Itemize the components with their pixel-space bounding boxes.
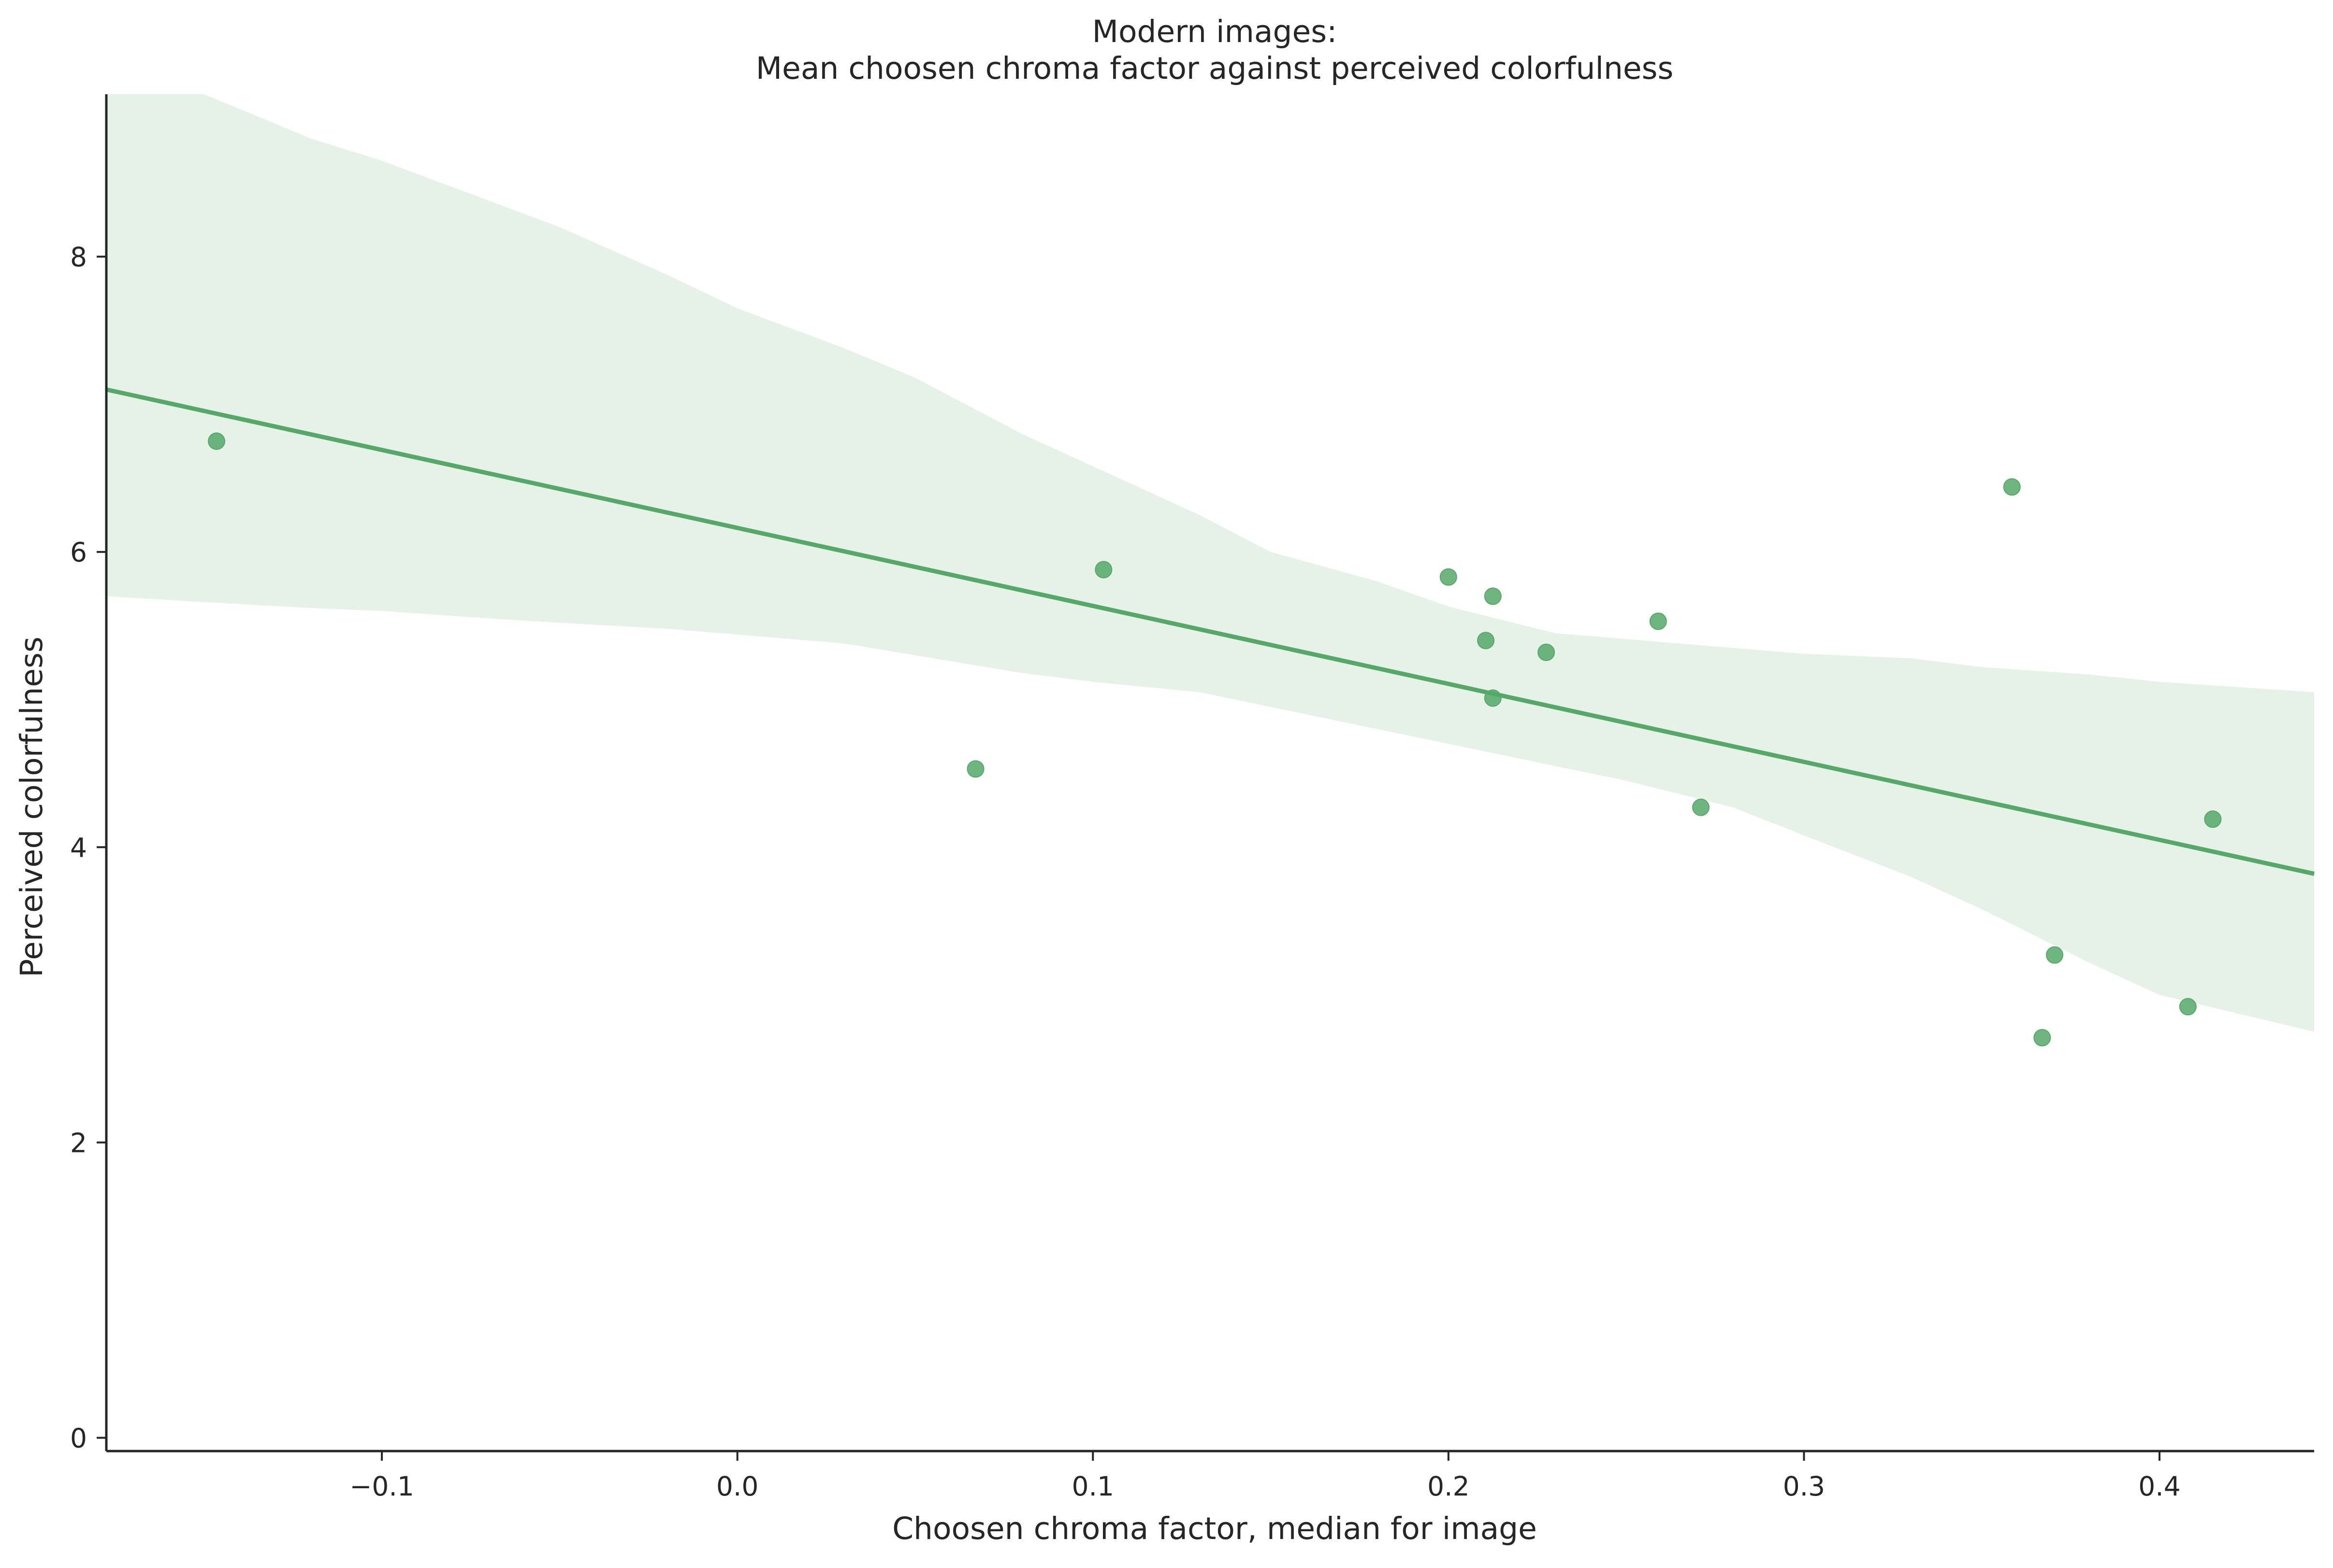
scatter-point — [2204, 810, 2222, 828]
chart-subtitle-line: Mean choosen chroma factor against perce… — [756, 51, 1674, 86]
regression-line-layer — [106, 387, 2315, 876]
regression-line — [106, 387, 2315, 876]
chart-title-line: Modern images: — [1092, 14, 1337, 49]
scatter-point — [1649, 612, 1667, 630]
scatter-point — [2179, 998, 2197, 1016]
y-tick-label: 6 — [70, 537, 87, 568]
scatter-point — [2033, 1029, 2051, 1047]
x-tick-label: 0.4 — [2138, 1471, 2180, 1502]
x-axis-label: Choosen chroma factor, median for image — [892, 1511, 1537, 1546]
x-tick-label: 0.1 — [1072, 1471, 1114, 1502]
scatter-point — [1484, 587, 1502, 605]
scatter-points-layer — [208, 432, 2222, 1047]
y-axis-label: Perceived colorfulness — [14, 636, 49, 977]
scatter-point — [1692, 798, 1710, 816]
y-tick-label: 4 — [70, 832, 87, 863]
scatter-point — [1439, 568, 1457, 586]
scatter-point — [1537, 643, 1555, 661]
scatter-point — [1477, 632, 1495, 649]
chart-title: Modern images: Mean choosen chroma facto… — [756, 14, 1674, 86]
y-tick-label: 8 — [70, 242, 87, 273]
scatter-point — [2046, 946, 2064, 964]
x-ticks-layer: −0.1 0.0 0.1 0.2 0.3 0.4 — [349, 1451, 2181, 1502]
y-ticks-layer: 0 2 4 6 8 — [70, 242, 106, 1454]
x-tick-label: 0.0 — [716, 1471, 758, 1502]
x-tick-label: 0.2 — [1427, 1471, 1469, 1502]
scatter-point — [1095, 561, 1113, 578]
scatter-point — [208, 432, 226, 450]
scatter-point — [2003, 478, 2021, 496]
x-tick-label: −0.1 — [349, 1471, 414, 1502]
y-tick-label: 0 — [70, 1423, 87, 1454]
scatter-point — [1484, 689, 1502, 707]
confidence-band — [106, 94, 2314, 1032]
y-tick-label: 2 — [70, 1127, 87, 1158]
confidence-band-layer — [106, 94, 2314, 1032]
scatter-point — [967, 760, 985, 778]
x-tick-label: 0.3 — [1783, 1471, 1825, 1502]
axes-layer — [105, 94, 2314, 1453]
